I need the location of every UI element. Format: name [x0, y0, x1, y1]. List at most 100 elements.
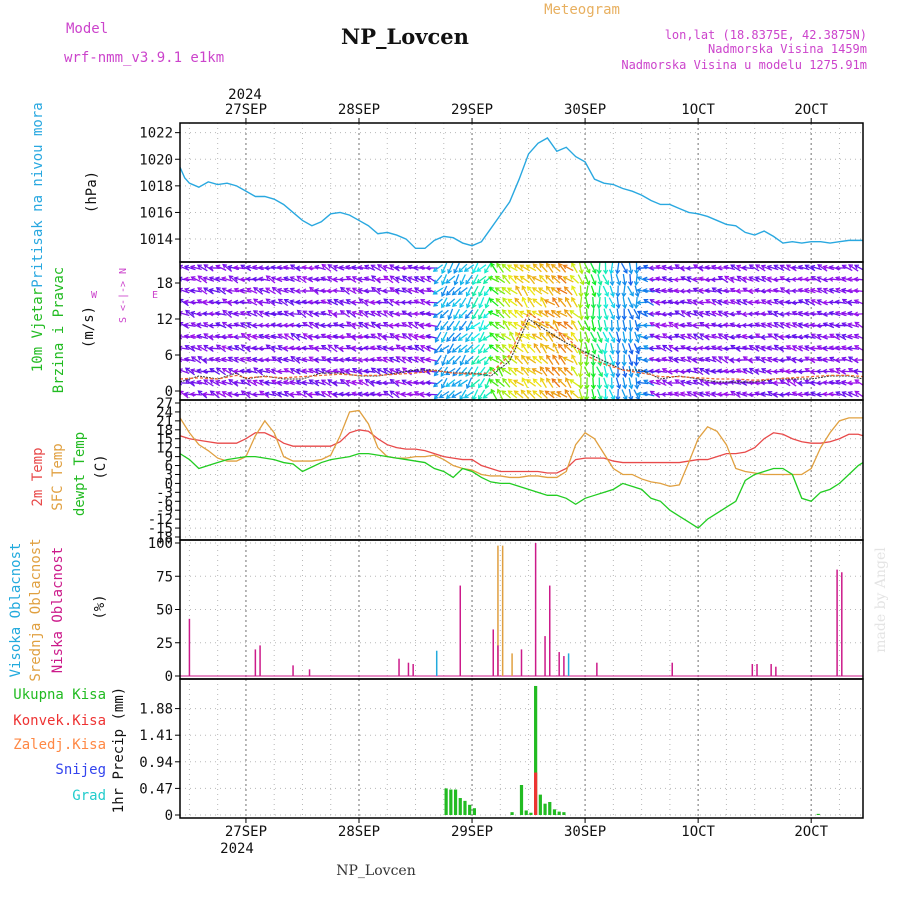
bottom-tick-label: 28SEP: [338, 824, 380, 840]
ytick-precip: 0.94: [139, 755, 173, 771]
wind-panel-label-2: Brzina i Pravac: [51, 267, 67, 393]
bottom-tick-label: 2OCT: [794, 824, 828, 840]
precip-total-bar: [562, 812, 566, 815]
ytick-temp: -6: [156, 494, 173, 510]
top-tick-label: 30SEP: [564, 102, 606, 118]
temp-unit-label: (C): [93, 454, 109, 479]
temp-dewpt-line: [179, 452, 864, 529]
bottom-tick-label: 1OCT: [681, 824, 715, 840]
wind-compass: W E <-|-> N S: [91, 268, 158, 323]
lonlat-label: lon,lat (18.8375E, 42.3875N): [665, 28, 867, 42]
precip-total-bar: [529, 812, 533, 815]
precip-total-bar: [552, 809, 557, 815]
pressure-panel-label: Pritisak na nivou mora: [30, 102, 46, 287]
top-tick-label: 29SEP: [451, 102, 493, 118]
precip-unit-label: 1hr Precip (mm): [111, 687, 127, 813]
precip-total-bar: [548, 801, 552, 815]
precip-total-bar: [543, 803, 547, 815]
ytick-wind: 6: [165, 348, 173, 364]
wind-panel-label-1: 10m Vjetar: [30, 288, 46, 372]
ytick-temp: -3: [156, 485, 173, 501]
ytick-temp: 9: [165, 450, 173, 466]
ytick-precip: 1.41: [139, 728, 173, 744]
ytick-temp: 15: [156, 432, 173, 448]
footer-station: NP_Lovcen: [336, 863, 415, 879]
precip-total-bar: [463, 800, 467, 815]
ytick-wind: 12: [156, 312, 173, 328]
bottom-tick-label: 27SEP: [225, 824, 267, 840]
panel-frames: [175, 118, 864, 823]
ytick-temp: 24: [156, 405, 173, 421]
ytick-temp: -18: [148, 530, 173, 546]
compass-glyph: <-|->: [118, 281, 129, 311]
station-title: NP_Lovcen: [341, 24, 469, 49]
top-tick-label: 28SEP: [338, 102, 380, 118]
ytick-temp: 6: [165, 459, 173, 475]
model-label: Model: [66, 21, 108, 37]
compass-n-label: N: [118, 268, 129, 274]
y-tick-labels: 10141016101810201022061218-18-15-12-9-6-…: [139, 126, 173, 824]
ytick-cloud: 50: [156, 603, 173, 619]
ytick-precip: 1.88: [139, 702, 173, 718]
bottom-time-ticks: 27SEP 28SEP 29SEP 30SEP 1OCT 2OCT: [225, 824, 829, 840]
precip-total-bar: [538, 794, 542, 815]
ytick-temp: -15: [148, 521, 173, 537]
compass-w-label: W: [91, 290, 98, 301]
precip-total-bar: [449, 789, 453, 815]
pressure-line: [179, 137, 863, 250]
pressure-unit-label: (hPa): [84, 171, 100, 213]
bottom-tick-label: 29SEP: [451, 824, 493, 840]
temp-2m-label: 2m Temp: [30, 447, 46, 506]
grid-lines: [180, 123, 863, 818]
ytick-precip: 0.47: [139, 781, 173, 797]
ytick-cloud: 100: [148, 536, 173, 552]
precip-total-bar: [557, 811, 561, 815]
ytick-temp: -9: [156, 503, 173, 519]
ytick-temp: 12: [156, 441, 173, 457]
legend-snow: Snijeg: [55, 762, 106, 778]
legend-convective-rain: Konvek.Kisa: [13, 713, 106, 729]
model-elevation-label: Nadmorska Visina u modelu 1275.91m: [621, 58, 867, 72]
precip-total-bar: [453, 789, 458, 815]
precip-total-bar: [458, 798, 462, 815]
cloud-high-label: Visoka Oblacnost: [8, 543, 24, 678]
top-time-ticks: 27SEP 28SEP 29SEP 30SEP 1OCT 2OCT: [225, 102, 829, 118]
wind-unit-label: (m/s): [81, 306, 97, 348]
ytick-cloud: 0: [165, 669, 173, 685]
top-tick-label: 1OCT: [681, 102, 715, 118]
ytick-wind: 18: [156, 276, 173, 292]
ytick-pressure: 1016: [139, 205, 173, 221]
panel-frame-pressure: [179, 122, 864, 263]
cloud-mid-label: Srednja Oblacnost: [28, 538, 44, 681]
ytick-cloud: 25: [156, 636, 173, 652]
ytick-cloud: 75: [156, 569, 173, 585]
wind-gust-line: [179, 312, 864, 381]
precip-total-bar: [468, 804, 472, 815]
temp-dew-label: dewpt Temp: [72, 432, 88, 516]
ytick-pressure: 1014: [139, 232, 173, 248]
ytick-pressure: 1020: [139, 152, 173, 168]
ytick-temp: 0: [165, 476, 173, 492]
plot-series: [179, 137, 864, 815]
precip-legend: Ukupna Kisa Konvek.Kisa Zaledj.Kisa Snij…: [13, 687, 106, 804]
ytick-temp: -12: [148, 512, 173, 528]
top-tick-label: 2OCT: [794, 102, 828, 118]
bottom-tick-label: 30SEP: [564, 824, 606, 840]
ytick-pressure: 1018: [139, 179, 173, 195]
ytick-temp: 27: [156, 396, 173, 412]
ytick-temp: 21: [156, 414, 173, 430]
precip-convective-bar: [534, 772, 538, 815]
cloud-low-label: Niska Oblacnost: [50, 547, 66, 673]
precip-total-bar: [816, 813, 820, 815]
legend-hail: Grad: [72, 788, 106, 804]
wind-arrow-field: [180, 262, 863, 400]
legend-frozen-rain: Zaledj.Kisa: [13, 737, 106, 753]
product-label: Meteogram: [544, 2, 620, 18]
bottom-year-label: 2024: [220, 841, 254, 857]
precip-total-bar: [534, 685, 538, 815]
ytick-temp: 3: [165, 467, 173, 483]
compass-s-label: S: [118, 317, 129, 323]
model-value: wrf-nmm_v3.9.1 e1km: [64, 50, 224, 66]
wind-speed-line: [179, 318, 864, 383]
